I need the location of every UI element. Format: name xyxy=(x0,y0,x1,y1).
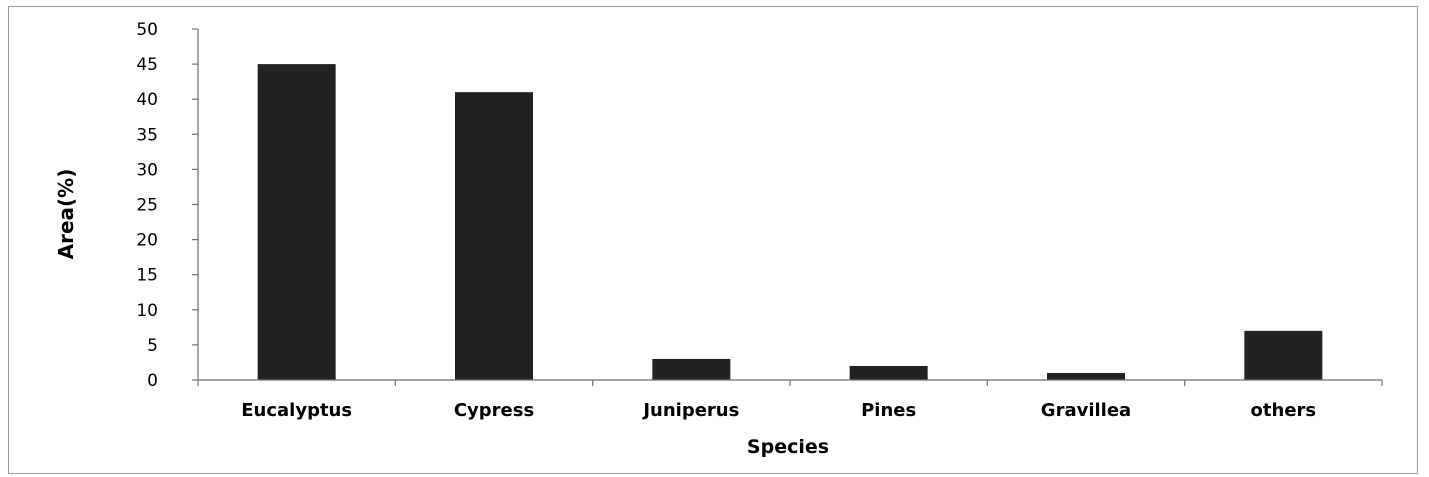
y-tick-label: 35 xyxy=(136,125,158,145)
y-tick-label: 50 xyxy=(136,20,158,40)
x-category-label: Cypress xyxy=(454,400,534,421)
bar-others xyxy=(1244,330,1323,380)
x-category-label: Gravillea xyxy=(1041,400,1131,421)
y-tick-label: 25 xyxy=(136,196,158,216)
y-axis-title: Area(%) xyxy=(54,169,78,260)
y-tick-label: 10 xyxy=(136,301,158,321)
x-axis-ticks: Eucalyptus Cypress Juniperus Pines Gravillea… xyxy=(197,380,1383,421)
bar-eucalyptus xyxy=(257,64,336,380)
x-category-label: Juniperus xyxy=(641,400,739,421)
y-axis-ticks: 0 5 10 15 20 25 30 35 40 45 50 xyxy=(136,20,198,391)
y-tick-label: 0 xyxy=(147,371,158,391)
y-tick-label: 30 xyxy=(136,160,158,180)
x-category-label: others xyxy=(1251,400,1317,421)
y-tick-label: 45 xyxy=(136,55,158,75)
chart-frame xyxy=(8,6,1418,474)
bar-pines xyxy=(849,365,928,380)
y-tick-label: 5 xyxy=(147,336,158,356)
x-axis-title: Species xyxy=(747,436,829,458)
y-tick-label: 15 xyxy=(136,266,158,286)
y-tick-label: 20 xyxy=(136,231,158,251)
bar-cypress xyxy=(455,92,533,381)
bar-juniperus xyxy=(652,358,731,380)
x-category-label: Eucalyptus xyxy=(241,400,352,421)
y-tick-label: 40 xyxy=(136,90,158,110)
x-category-label: Pines xyxy=(861,400,916,421)
bars-group xyxy=(257,64,1323,381)
bar-gravillea xyxy=(1047,372,1125,380)
